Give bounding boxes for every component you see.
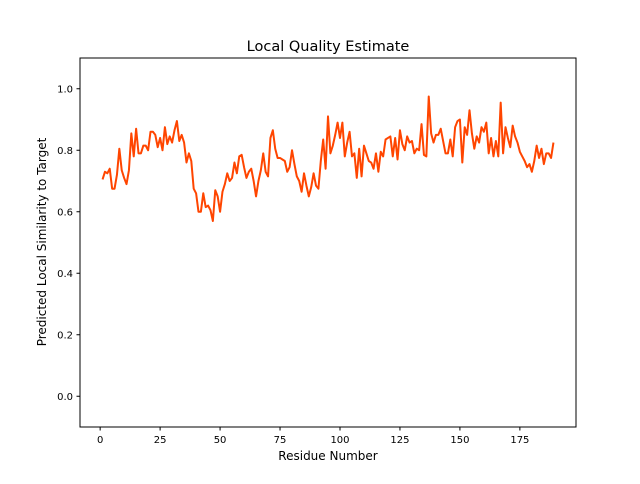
x-tick-label: 50 — [214, 435, 227, 446]
x-axis-label: Residue Number — [278, 449, 377, 463]
y-axis-ticks: 0.0 0.2 0.4 0.6 0.8 1.0 — [57, 84, 80, 403]
x-tick-label: 75 — [274, 435, 287, 446]
series-line — [101, 95, 555, 222]
x-tick-label: 0 — [97, 435, 103, 446]
y-tick-label: 0.8 — [57, 146, 73, 157]
y-axis-label: Predicted Local Similarity to Target — [35, 137, 49, 346]
x-tick-label: 25 — [154, 435, 167, 446]
y-tick-label: 0.6 — [57, 207, 73, 218]
x-tick-label: 125 — [390, 435, 409, 446]
y-tick-label: 0.2 — [57, 330, 73, 341]
x-axis-ticks: 0 25 50 75 100 125 150 175 — [97, 427, 529, 446]
y-tick-label: 0.4 — [57, 269, 73, 280]
y-tick-label: 0.0 — [57, 392, 73, 403]
x-tick-label: 100 — [330, 435, 349, 446]
x-tick-label: 175 — [510, 435, 529, 446]
x-tick-label: 150 — [450, 435, 469, 446]
plot-frame — [79, 57, 577, 428]
chart-title: Local Quality Estimate — [247, 39, 410, 55]
y-tick-label: 1.0 — [57, 84, 73, 95]
